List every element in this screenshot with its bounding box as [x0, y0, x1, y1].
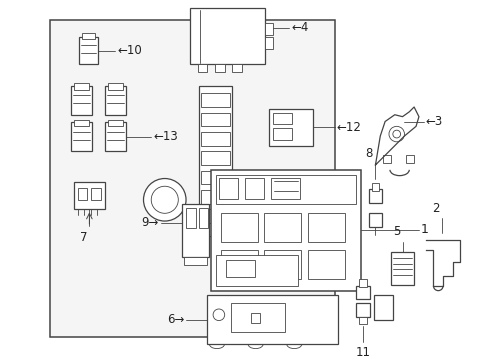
Bar [272, 128, 292, 140]
Bar [198, 208, 208, 228]
Circle shape [392, 130, 400, 138]
Bar [201, 190, 229, 204]
Bar [232, 64, 242, 72]
Bar [373, 296, 392, 320]
Bar [50, 20, 334, 337]
Bar [221, 250, 257, 279]
Circle shape [143, 179, 185, 221]
Bar [231, 303, 284, 332]
Circle shape [151, 186, 178, 213]
Bar [78, 188, 87, 200]
Bar [264, 23, 272, 35]
Bar [371, 183, 379, 191]
Text: ←12: ←12 [336, 121, 361, 134]
Bar [74, 83, 89, 90]
Bar [307, 250, 344, 279]
Bar [189, 8, 264, 64]
Bar [383, 155, 390, 163]
Bar [307, 213, 344, 242]
Text: 8: 8 [364, 147, 372, 160]
Bar [219, 177, 238, 199]
Text: 2: 2 [432, 202, 439, 215]
Circle shape [388, 126, 404, 142]
Bar [104, 86, 126, 115]
Bar [268, 109, 312, 146]
Bar [198, 86, 232, 235]
Bar [264, 37, 272, 49]
Bar [406, 155, 413, 163]
Bar [201, 94, 229, 107]
Bar [355, 303, 369, 317]
Bar [104, 122, 126, 152]
Bar [250, 313, 260, 323]
Bar [264, 213, 301, 242]
Bar [221, 213, 257, 242]
Bar [81, 33, 95, 39]
Text: ←4: ←4 [291, 21, 308, 34]
Bar [201, 152, 229, 165]
Text: 6→: 6→ [166, 313, 183, 326]
Bar [71, 122, 92, 152]
Bar [74, 183, 104, 210]
Text: ←3: ←3 [425, 115, 442, 128]
Bar [216, 255, 298, 286]
Bar [185, 208, 195, 228]
Bar [272, 113, 292, 125]
Text: ←10: ←10 [117, 44, 142, 58]
Text: ←13: ←13 [153, 130, 178, 144]
Bar [201, 132, 229, 146]
Bar [183, 257, 207, 265]
Text: 9→: 9→ [142, 216, 159, 229]
Bar [225, 260, 254, 277]
Bar [368, 189, 382, 203]
Bar [358, 279, 366, 287]
Text: 11: 11 [355, 346, 370, 359]
Bar [74, 120, 89, 126]
Bar [91, 188, 101, 200]
Bar [107, 120, 123, 126]
Bar [358, 317, 366, 324]
Bar [264, 250, 301, 279]
Bar [390, 252, 413, 285]
Text: 5: 5 [392, 225, 400, 238]
Text: 1: 1 [420, 223, 428, 236]
Bar [270, 177, 300, 199]
Text: 7: 7 [80, 231, 87, 244]
Bar [182, 204, 209, 257]
Bar [201, 210, 229, 223]
Bar [79, 37, 98, 64]
Bar [207, 296, 337, 344]
Bar [355, 286, 369, 299]
Bar [368, 213, 382, 227]
Bar [215, 64, 224, 72]
Bar [244, 177, 264, 199]
Bar [201, 171, 229, 184]
Circle shape [213, 309, 224, 321]
Bar [71, 86, 92, 115]
Bar [107, 83, 123, 90]
Bar [201, 113, 229, 126]
Bar [211, 170, 360, 291]
Bar [216, 175, 355, 204]
Bar [197, 64, 207, 72]
